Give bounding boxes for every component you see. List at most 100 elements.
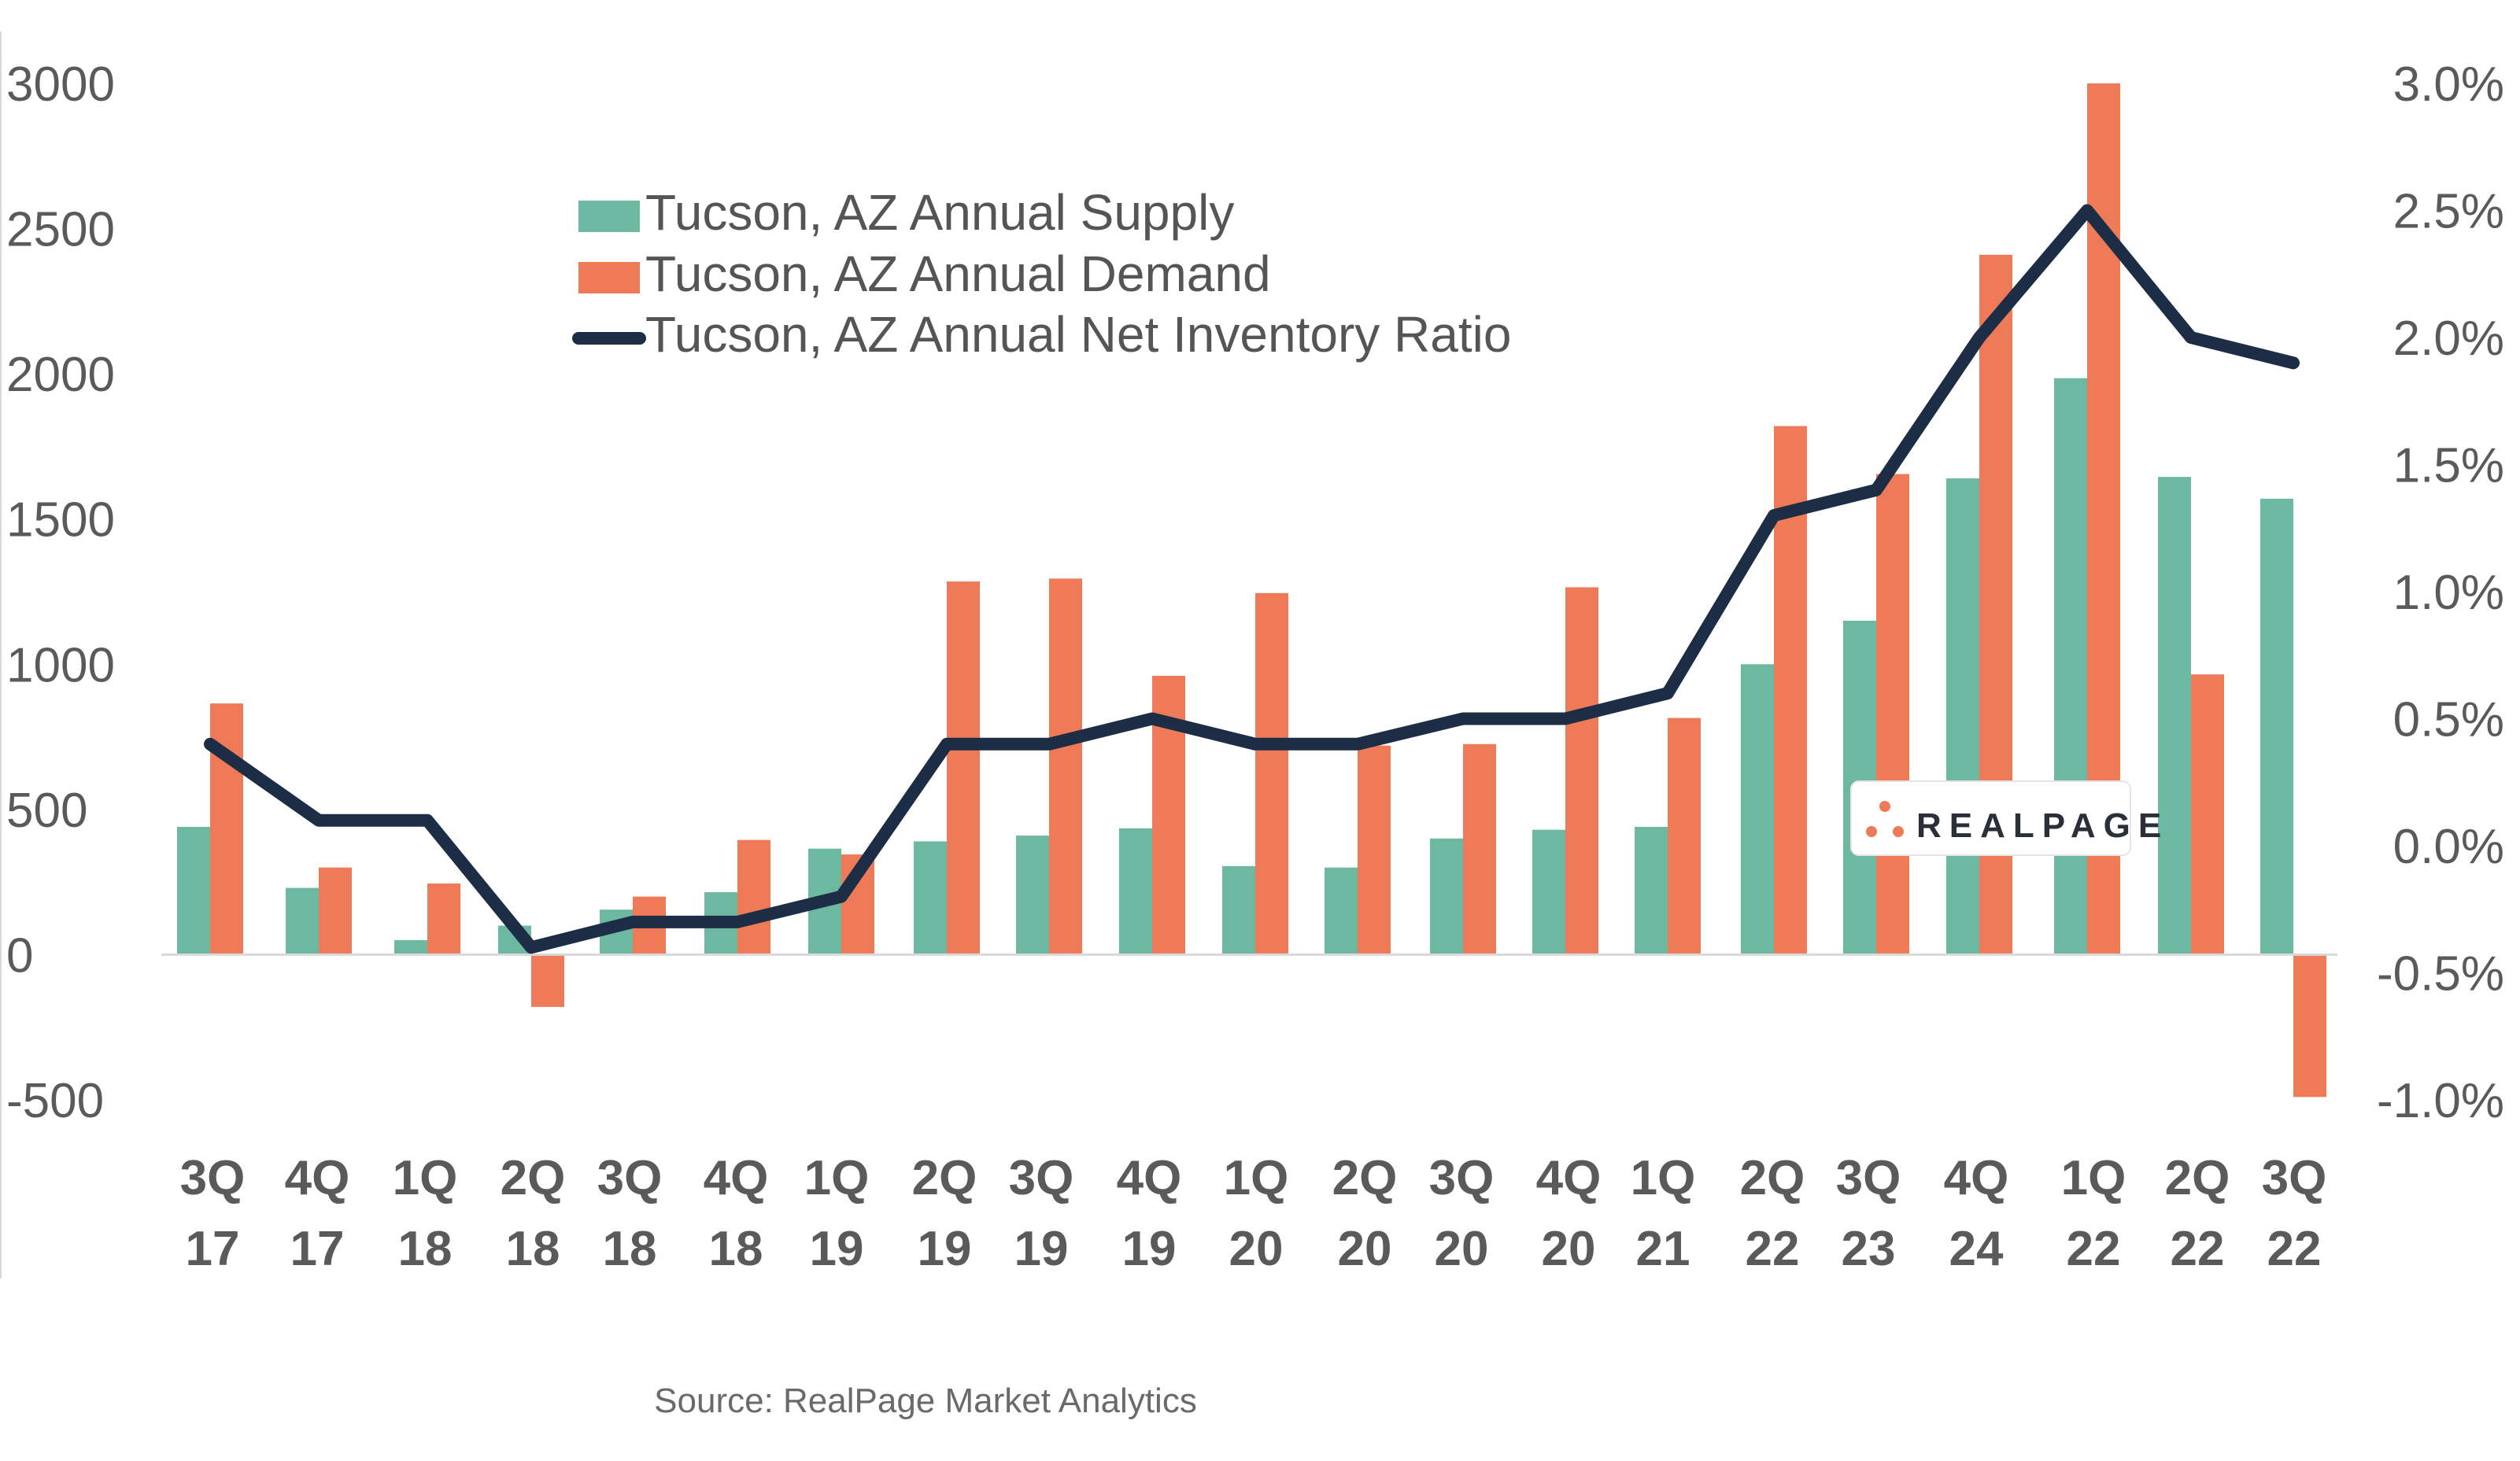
- x-tick-label-year: 24: [1949, 1222, 2004, 1276]
- demand-bar: [1255, 592, 1288, 955]
- x-tick-label-quarter: 4Q: [285, 1151, 350, 1205]
- left-tick-label: 500: [6, 784, 87, 838]
- supply-bar: [2054, 378, 2087, 955]
- x-tick-label-quarter: 3Q: [597, 1151, 663, 1205]
- x-tick-label-year: 18: [709, 1222, 763, 1276]
- right-tick-label: 3.0%: [2393, 57, 2504, 112]
- supply-bar: [177, 827, 210, 955]
- x-tick-label-quarter: 2Q: [501, 1151, 566, 1205]
- right-tick-label: 1.0%: [2393, 566, 2504, 620]
- x-tick-label-quarter: 2Q: [1332, 1151, 1398, 1205]
- demand-bar: [1876, 474, 1909, 955]
- x-tick-label-quarter: 3Q: [1429, 1151, 1495, 1205]
- net-inventory-ratio-line: [204, 204, 2300, 954]
- demand-bar: [1049, 578, 1082, 955]
- demand-bar: [1463, 743, 1496, 955]
- x-tick-label-year: 17: [186, 1222, 240, 1276]
- right-tick-label: -1.0%: [2377, 1074, 2504, 1128]
- right-axis-ticks: 3.0% 2.5% 2.0% 1.5% 1.0% 0.5% 0.0% -0.5% -1.0%: [2377, 57, 2504, 1128]
- left-tick-label: 0: [6, 928, 33, 983]
- demand-bar: [1668, 718, 1701, 955]
- x-tick-label-year: 19: [918, 1222, 972, 1276]
- x-tick-label-year: 19: [1014, 1222, 1069, 1276]
- supply-bar: [1946, 478, 1979, 955]
- supply-bar: [2260, 498, 2293, 955]
- demand-bar: [2293, 954, 2326, 1098]
- x-tick-label-quarter: 2Q: [1740, 1151, 1805, 1205]
- source-note: Source: RealPage Market Analytics: [654, 1382, 1197, 1420]
- legend: Tucson, AZ Annual Supply Tucson, AZ Annu…: [572, 184, 1511, 363]
- left-tick-label: 1000: [6, 638, 115, 692]
- line-layer: [204, 204, 2300, 954]
- demand-bar: [531, 954, 564, 1007]
- x-tick-label-year: 22: [2171, 1222, 2225, 1276]
- x-tick-label-quarter: 3Q: [1009, 1151, 1074, 1205]
- legend-label-demand: Tucson, AZ Annual Demand: [645, 245, 1271, 302]
- x-tick-label-year: 18: [398, 1222, 453, 1276]
- realpage-logo: REALPAGE: [1850, 780, 2169, 856]
- x-tick-label-quarter: 2Q: [2165, 1151, 2230, 1205]
- x-tick-label-year: 22: [2267, 1222, 2322, 1276]
- x-tick-label-year: 19: [810, 1222, 864, 1276]
- demand-bar: [1565, 587, 1598, 955]
- logo-text: REALPAGE: [1916, 806, 2169, 845]
- x-tick-label-year: 22: [2067, 1222, 2121, 1276]
- left-tick-label: 1500: [6, 493, 115, 548]
- right-tick-label: 0.5%: [2393, 693, 2504, 747]
- left-tick-label: 2000: [6, 348, 115, 402]
- supply-bar: [1532, 829, 1565, 955]
- x-tick-label-quarter: 2Q: [912, 1151, 977, 1205]
- right-tick-label: 2.0%: [2393, 312, 2504, 366]
- supply-bar: [1119, 828, 1152, 955]
- x-tick-label-quarter: 3Q: [1836, 1151, 1901, 1205]
- supply-bar: [1635, 827, 1668, 955]
- x-tick-label-quarter: 4Q: [1944, 1151, 2009, 1205]
- legend-swatch-demand: [578, 262, 640, 293]
- supply-bar: [1430, 838, 1463, 955]
- left-axis-ticks: 3000 2500 2000 1500 1000 500 0 -500: [6, 57, 115, 1128]
- x-tick-label-quarter: 3Q: [180, 1151, 246, 1205]
- right-tick-label: 2.5%: [2393, 185, 2504, 239]
- demand-bar: [737, 839, 770, 955]
- supply-bar: [1016, 836, 1049, 955]
- legend-swatch-supply: [578, 201, 640, 232]
- logo-background: [1850, 780, 2131, 856]
- supply-bar: [1325, 867, 1358, 955]
- left-tick-label: 2500: [6, 203, 115, 257]
- x-tick-label-year: 20: [1542, 1222, 1596, 1276]
- x-tick-label-quarter: 1Q: [804, 1151, 870, 1205]
- x-tick-label-year: 23: [1842, 1222, 1896, 1276]
- x-tick-label-year: 20: [1435, 1222, 1489, 1276]
- x-tick-label-quarter: 3Q: [2262, 1151, 2327, 1205]
- demand-bar: [1358, 745, 1391, 955]
- demand-bar: [319, 867, 352, 955]
- logo-dot-top: [1879, 801, 1890, 812]
- x-tick-label-year: 21: [1636, 1222, 1690, 1276]
- legend-label-ratio: Tucson, AZ Annual Net Inventory Ratio: [645, 306, 1511, 363]
- supply-bar: [1222, 865, 1255, 955]
- supply-bar: [914, 841, 947, 955]
- left-tick-label: -500: [6, 1074, 104, 1128]
- x-tick-label-quarter: 1Q: [1631, 1151, 1696, 1205]
- x-tick-label-year: 19: [1122, 1222, 1177, 1276]
- supply-bar: [394, 939, 427, 955]
- x-tick-label-year: 18: [506, 1222, 560, 1276]
- x-tick-label-year: 17: [290, 1222, 345, 1276]
- x-tick-label-quarter: 4Q: [1117, 1151, 1182, 1205]
- x-tick-label-quarter: 1Q: [2061, 1151, 2126, 1205]
- x-tick-label-quarter: 4Q: [1536, 1151, 1602, 1205]
- legend-label-supply: Tucson, AZ Annual Supply: [645, 184, 1234, 241]
- demand-bar: [2191, 674, 2224, 955]
- x-tick-label-year: 18: [603, 1222, 657, 1276]
- x-tick-label-year: 22: [1746, 1222, 1800, 1276]
- demand-bar: [947, 581, 980, 955]
- supply-bar: [2158, 477, 2191, 955]
- logo-dot-left: [1866, 826, 1877, 837]
- logo-dot-right: [1893, 826, 1904, 837]
- left-tick-label: 3000: [6, 57, 115, 112]
- x-axis-labels: 3Q 17 4Q 17 1Q 18 2Q 18 3Q 18 4Q 18 1Q 19 2Q 19 3Q 19 4Q 19…: [180, 1151, 2327, 1276]
- right-tick-label: -0.5%: [2377, 947, 2504, 1002]
- supply-bar: [1741, 664, 1774, 955]
- x-tick-label-quarter: 1Q: [1224, 1151, 1289, 1205]
